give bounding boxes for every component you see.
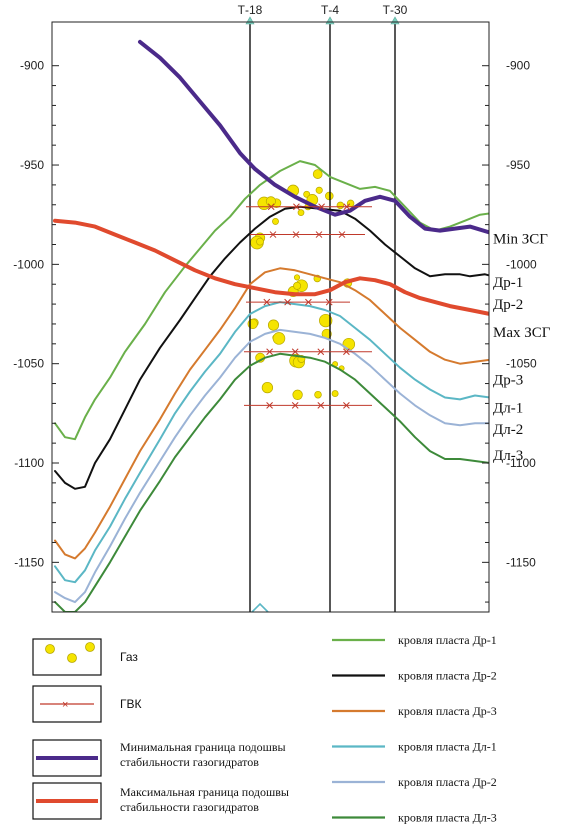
wells-layer: Т-18 Т-4 Т-30 bbox=[238, 3, 408, 613]
gvk-cross-icon bbox=[315, 231, 323, 238]
legend-right-label: кровля пласта Др-2 bbox=[398, 669, 497, 683]
well-bottom-marker-icon bbox=[251, 602, 269, 613]
gas-bubble bbox=[315, 186, 323, 194]
gvk-cross-icon bbox=[263, 298, 271, 306]
legend-right-label: кровля пласта Дл-1 bbox=[398, 740, 497, 754]
series-line-min_zsg bbox=[138, 39, 489, 235]
legend-min-label-2: стабильности газогидратов bbox=[120, 755, 259, 769]
gvk-cross-icon bbox=[343, 348, 350, 356]
gvk-cross-icon bbox=[343, 402, 350, 409]
gas-bubble bbox=[267, 319, 280, 331]
curve-label-min_zsg: Min ЗСГ bbox=[493, 232, 548, 248]
gvk-cross-icon bbox=[305, 298, 312, 306]
curve-label-max_zsg: Max ЗСГ bbox=[493, 325, 551, 341]
gvk-cross-icon bbox=[338, 231, 346, 238]
y-tick-label-left: -950 bbox=[20, 158, 44, 172]
y-tick-label-left: -900 bbox=[20, 59, 44, 73]
gvk-cross-icon bbox=[325, 298, 333, 306]
legend-gas-bubble bbox=[45, 644, 55, 654]
gas-bubble bbox=[293, 281, 302, 290]
gas-bubble bbox=[336, 201, 345, 210]
gvk-cross-icon bbox=[293, 203, 300, 211]
gvk-layer bbox=[244, 203, 372, 409]
gvk-cross-icon bbox=[284, 298, 291, 306]
well-marker-icon bbox=[325, 16, 335, 25]
series-line-dl3 bbox=[54, 352, 489, 612]
gvk-cross-icon bbox=[318, 203, 325, 211]
gvk-cross-icon bbox=[269, 231, 277, 238]
gvk-cross-icon bbox=[292, 231, 300, 238]
gvk-cross-icon bbox=[266, 348, 273, 356]
series-line-dr3 bbox=[54, 267, 489, 560]
gas-bubble bbox=[312, 169, 323, 179]
gas-bubble bbox=[342, 337, 356, 351]
gvk-cross-icon bbox=[291, 348, 299, 356]
y-tick-label-left: -1100 bbox=[14, 456, 44, 470]
legend-min-label-1: Минимальная граница подошвы bbox=[120, 740, 286, 754]
well-label: Т-4 bbox=[321, 3, 339, 17]
series-layer bbox=[53, 39, 489, 612]
gas-bubble bbox=[272, 332, 286, 345]
well-label: Т-18 bbox=[238, 3, 263, 17]
legend-right-label: кровля пласта Дл-3 bbox=[398, 811, 497, 825]
legend-gas-bubble bbox=[85, 642, 95, 652]
well-marker-icon bbox=[245, 16, 255, 25]
gvk-cross-icon bbox=[317, 348, 325, 356]
series-line-dl1 bbox=[54, 301, 489, 584]
y-tick-label-right: -950 bbox=[506, 158, 530, 172]
legend-right: кровля пласта Др-1 кровля пласта Др-2 кров… bbox=[332, 633, 497, 825]
gas-bubble bbox=[265, 196, 276, 207]
legend-right-label: кровля пласта Др-2 bbox=[398, 775, 497, 789]
legend-gas-label: Газ bbox=[120, 650, 138, 664]
gas-bubble bbox=[331, 390, 339, 398]
curve-label-dl2: Дл-2 bbox=[493, 422, 523, 438]
series-line-dl2 bbox=[54, 328, 489, 604]
curve-labels: Min ЗСГ Др-1 Др-2 Max ЗСГ Др-3 Дл-1 Дл-2 Дл-3 bbox=[493, 232, 551, 465]
curve-label-dr1: Др-1 bbox=[493, 275, 523, 291]
gvk-cross-icon bbox=[267, 203, 275, 211]
y-tick-label-left: -1150 bbox=[14, 555, 44, 569]
plot-frame bbox=[51, 21, 490, 613]
curve-label-dr2: Др-2 bbox=[493, 297, 523, 313]
gas-bubble bbox=[314, 390, 322, 399]
series-line-dr1 bbox=[54, 160, 489, 441]
gvk-cross-icon bbox=[317, 402, 325, 409]
y-tick-label-right: -1050 bbox=[506, 357, 537, 371]
legend: Газ × ГВК Минимальная граница подошвы ст… bbox=[32, 633, 497, 825]
legend-max-label-1: Максимальная граница подошвы bbox=[120, 785, 289, 799]
legend-right-label: кровля пласта Др-3 bbox=[398, 704, 497, 718]
y-tick-label-right: -1000 bbox=[506, 257, 537, 271]
y-tick-label-left: -1000 bbox=[13, 257, 44, 271]
well-marker-icon bbox=[390, 16, 400, 25]
legend-gvk-label: ГВК bbox=[120, 697, 142, 711]
plot-border bbox=[51, 21, 490, 613]
gas-bubble bbox=[261, 381, 274, 394]
legend-gvk-cross: × bbox=[62, 699, 68, 711]
curve-label-dr3: Др-3 bbox=[493, 373, 523, 389]
legend-max-label-2: стабильности газогидратов bbox=[120, 800, 259, 814]
legend-right-label: кровля пласта Др-1 bbox=[398, 633, 497, 647]
axis-ticks: -900 -950 -1000 -1050 -1100 -1150 -900 -950 -100… bbox=[13, 59, 537, 603]
gas-bubble bbox=[293, 274, 301, 281]
well-label: Т-30 bbox=[383, 3, 408, 17]
gas-bubble bbox=[256, 237, 264, 246]
legend-gas-bubble bbox=[67, 653, 77, 663]
y-tick-label-right: -1150 bbox=[506, 555, 536, 569]
y-tick-label-left: -1050 bbox=[13, 357, 44, 371]
gas-bubble bbox=[292, 389, 303, 400]
y-tick-label-right: -900 bbox=[506, 59, 530, 73]
curve-label-dl1: Дл-1 bbox=[493, 400, 523, 416]
gvk-cross-icon bbox=[266, 402, 273, 409]
gvk-cross-icon bbox=[343, 203, 351, 211]
series-line-dr2 bbox=[54, 205, 489, 490]
curve-label-dl3: Дл-3 bbox=[493, 448, 523, 464]
y-tick-label-right: -1100 bbox=[506, 456, 536, 470]
gvk-cross-icon bbox=[291, 402, 299, 409]
series-line-max_zsg bbox=[53, 218, 489, 316]
gas-bubble bbox=[297, 209, 305, 216]
gas-bubble bbox=[272, 217, 279, 225]
gas-bubble bbox=[319, 313, 333, 328]
